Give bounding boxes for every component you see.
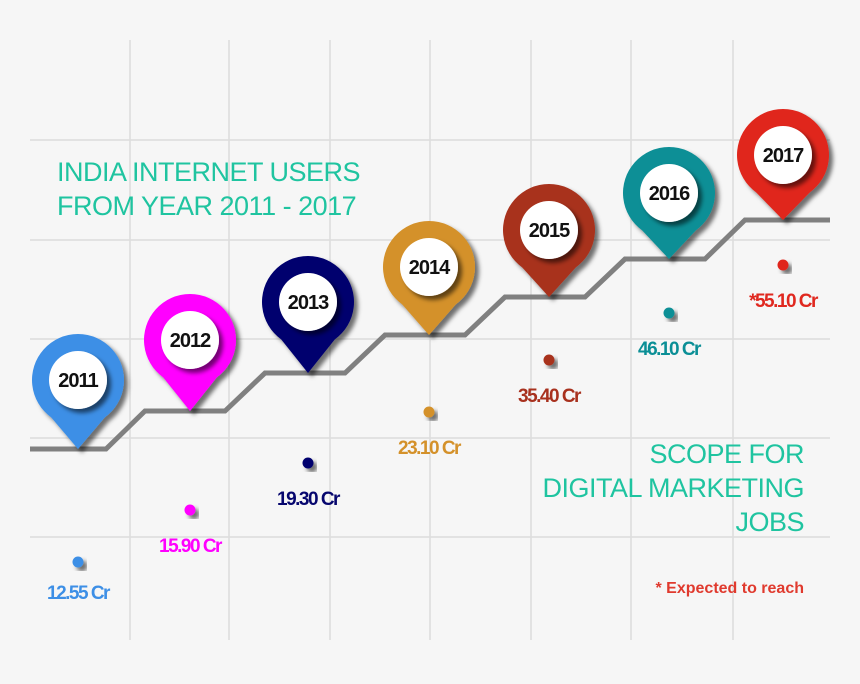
pin-year-label: 2015	[529, 220, 570, 242]
pins: 2011 12.55 Cr 2012 15.90 Cr 2013 19.30 Cr 2014…	[32, 108, 829, 604]
pin-value-label: 15.90 Cr	[159, 536, 223, 557]
pin-dot	[423, 406, 435, 418]
pin-year-label: 2011	[58, 370, 98, 392]
title-line-1: INDIA INTERNET USERS	[57, 157, 361, 187]
footnote: * Expected to reach	[655, 580, 805, 597]
pin-year-label: 2014	[409, 257, 451, 279]
pin-dot	[72, 556, 84, 568]
scope-subtitle: SCOPE FOR DIGITAL MARKETING JOBS	[542, 437, 804, 539]
pin-2013: 2013 19.30 Cr	[262, 256, 354, 510]
pin-value-label: 35.40 Cr	[518, 386, 582, 407]
pin-year-label: 2017	[763, 145, 804, 167]
pin-dot	[663, 307, 675, 319]
pin-year-label: 2012	[170, 330, 211, 352]
pin-year-badge	[279, 273, 337, 331]
pin-year-badge	[520, 201, 578, 259]
pin-dot	[543, 354, 555, 366]
pin-value-label: 19.30 Cr	[277, 489, 341, 510]
staircase-line	[30, 217, 830, 452]
pin-year-badge	[161, 311, 219, 369]
pin-year-label: 2013	[288, 292, 329, 314]
pin-2014: 2014 23.10 Cr	[383, 221, 475, 459]
pin-2011: 2011 12.55 Cr	[32, 334, 125, 604]
staircase-path	[30, 217, 830, 452]
pin-dot	[777, 259, 789, 271]
pin-dot	[184, 504, 196, 516]
pin-value-label: *55.10 Cr	[749, 291, 819, 312]
pin-dot	[302, 457, 314, 469]
pin-2012: 2012 15.90 Cr	[144, 294, 236, 557]
title-line-2: FROM YEAR 2011 - 2017	[57, 191, 357, 221]
pin-2016: 2016 46.10 Cr	[623, 147, 715, 360]
chart-title: INDIA INTERNET USERS FROM YEAR 2011 - 20…	[57, 155, 361, 223]
pin-2015: 2015 35.40 Cr	[503, 183, 595, 407]
pin-year-badge	[754, 126, 812, 184]
subtitle-line-2: DIGITAL MARKETING	[542, 473, 804, 503]
pin-year-badge	[49, 351, 107, 409]
subtitle-line-1: SCOPE FOR	[649, 439, 804, 469]
pin-year-label: 2016	[649, 183, 690, 205]
pin-2017: 2017 *55.10 Cr	[737, 108, 829, 312]
pin-year-badge	[400, 238, 458, 296]
pin-year-badge	[640, 164, 698, 222]
pin-value-label: 23.10 Cr	[398, 438, 462, 459]
pin-value-label: 46.10 Cr	[638, 339, 702, 360]
subtitle-line-3: JOBS	[735, 507, 804, 537]
pin-value-label: 12.55 Cr	[47, 583, 111, 604]
